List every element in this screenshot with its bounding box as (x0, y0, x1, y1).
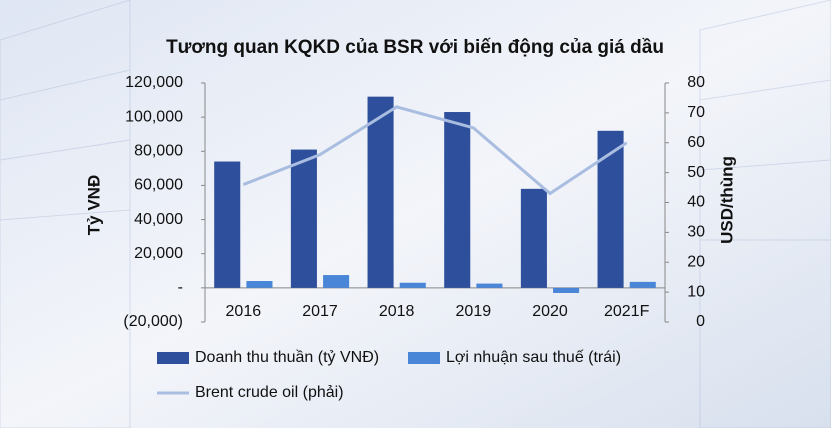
y2-tick-label: 50 (687, 164, 705, 181)
bar (520, 188, 547, 288)
legend-swatch (408, 352, 440, 364)
y2-tick-label: 20 (687, 253, 705, 270)
y2-tick-label: 0 (696, 313, 705, 330)
x-tick-label: 2016 (226, 303, 262, 320)
legend-label: Lợi nhuận sau thuế (trái) (446, 349, 621, 366)
bar (629, 281, 656, 288)
y2-tick-label: 30 (687, 224, 705, 241)
y-tick-label: 100,000 (125, 108, 183, 125)
y-tick-label: (20,000) (123, 313, 183, 330)
bar (444, 112, 471, 288)
x-tick-label: 2021F (604, 303, 650, 320)
x-tick-label: 2019 (456, 303, 492, 320)
bar (367, 96, 394, 288)
y-tick-label: - (178, 279, 183, 296)
bar (597, 130, 624, 288)
y2-tick-label: 80 (687, 74, 705, 91)
bar (476, 283, 503, 288)
y2-tick-label: 60 (687, 134, 705, 151)
line-series (242, 105, 628, 196)
x-tick-label: 2020 (532, 303, 568, 320)
legend-label: Brent crude oil (phải) (195, 384, 344, 401)
y-tick-label: 80,000 (134, 143, 183, 160)
y-axis-title: Tỷ VNĐ (84, 175, 103, 235)
bar (399, 282, 426, 288)
y-tick-label: 40,000 (134, 211, 183, 228)
bar (290, 149, 317, 288)
y2-tick-label: 70 (687, 104, 705, 121)
legend-swatch (157, 352, 189, 364)
bar (214, 161, 241, 288)
y-tick-label: 120,000 (125, 74, 183, 91)
y-tick-label: 20,000 (134, 245, 183, 262)
bar (323, 275, 350, 288)
y-tick-label: 60,000 (134, 177, 183, 194)
bar (246, 281, 273, 288)
x-tick-label: 2017 (302, 303, 338, 320)
legend-label: Doanh thu thuần (tỷ VNĐ) (195, 349, 379, 366)
y2-tick-label: 10 (687, 283, 705, 300)
chart-title: Tương quan KQKD của BSR với biến động củ… (166, 37, 664, 58)
bar (553, 287, 580, 293)
y2-axis-title: USD/thùng (717, 156, 736, 244)
x-tick-label: 2018 (379, 303, 415, 320)
y2-tick-label: 40 (687, 194, 705, 211)
